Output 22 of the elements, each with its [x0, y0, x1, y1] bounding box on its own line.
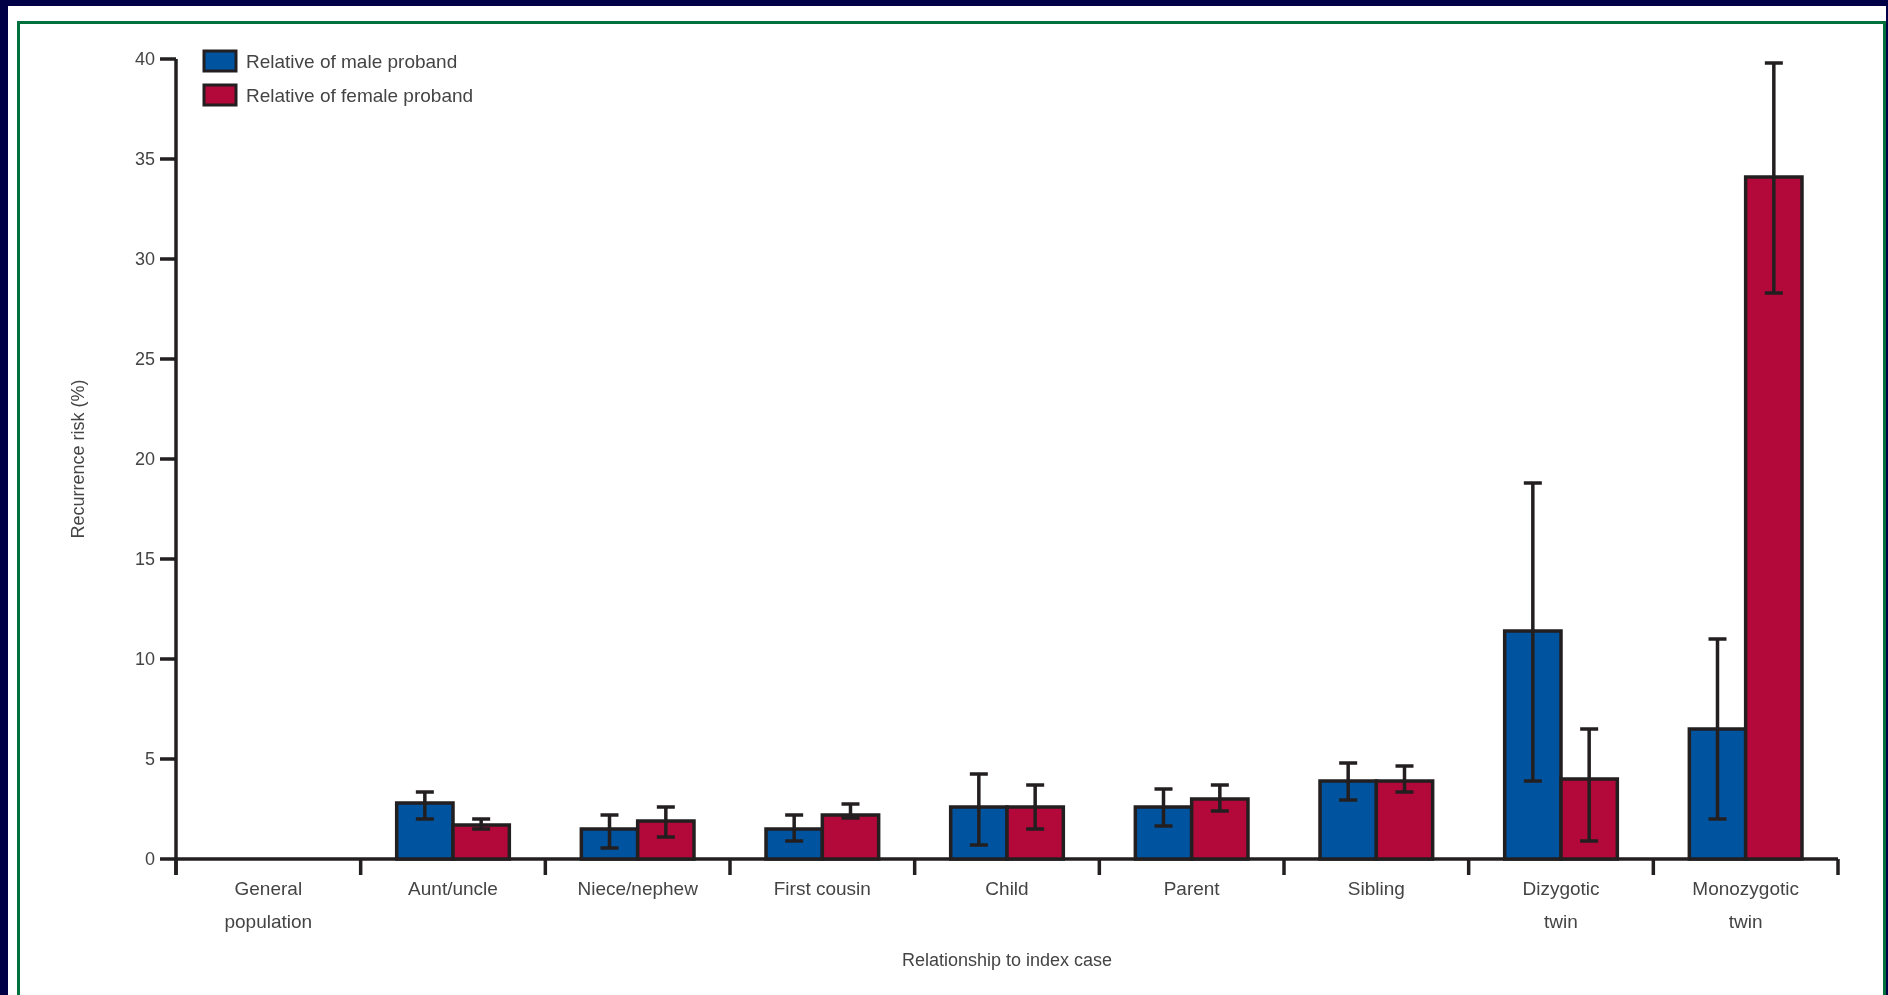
- legend-label: Relative of male proband: [246, 50, 458, 72]
- legend-label: Relative of female proband: [246, 84, 474, 106]
- x-tick-label: Monozygotic twin: [1692, 878, 1799, 932]
- y-tick-label: 15: [134, 549, 155, 570]
- y-tick-label: 0: [144, 849, 155, 870]
- x-tick-label: Niece/nephew: [577, 878, 699, 899]
- y-tick-label: 20: [134, 449, 155, 470]
- y-tick-label: 30: [134, 249, 155, 270]
- y-tick-label: 10: [134, 649, 155, 670]
- x-tick-label: Parent: [1163, 878, 1221, 899]
- x-tick-label: General population: [224, 878, 313, 932]
- x-axis-title: Relationship to index case: [901, 950, 1113, 970]
- x-tick-label: First cousin: [773, 878, 871, 899]
- x-tick-label: Aunt/uncle: [408, 878, 498, 899]
- y-tick-label: 5: [144, 749, 155, 770]
- y-tick-label: 25: [134, 349, 155, 370]
- y-axis-title: Recurrence risk (%): [68, 379, 89, 539]
- x-tick-label: Child: [985, 878, 1029, 899]
- x-tick-label: Sibling: [1347, 878, 1405, 899]
- y-tick-label: 35: [134, 149, 155, 170]
- y-tick-label: 40: [134, 49, 155, 70]
- x-tick-label: Dizygotic twin: [1522, 878, 1600, 932]
